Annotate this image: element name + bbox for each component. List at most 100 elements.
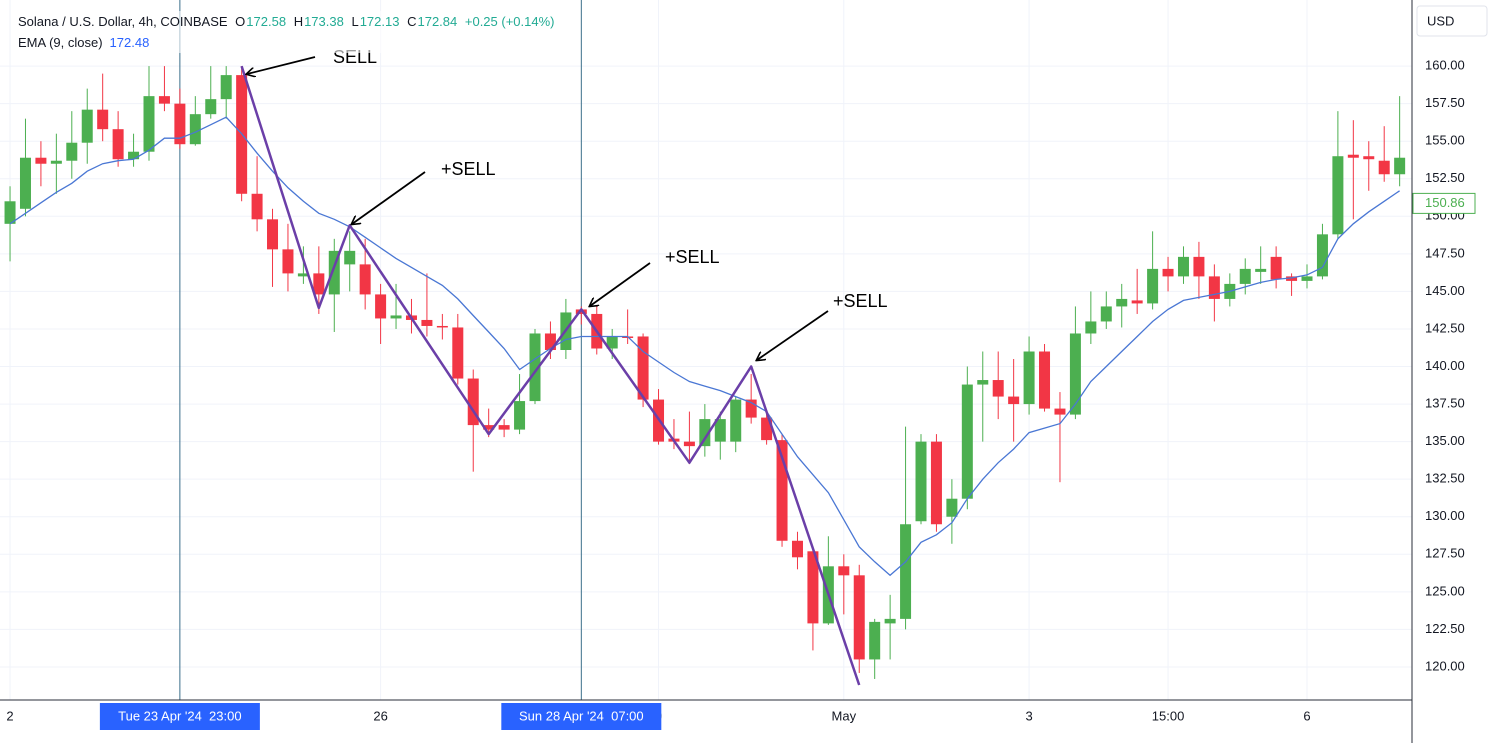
- candle-body: [421, 319, 433, 326]
- candle-body: [1270, 256, 1282, 280]
- candle-body: [884, 618, 896, 624]
- candle-body: [637, 336, 649, 400]
- x-tick-label: 2: [6, 708, 13, 723]
- candle-body: [761, 417, 773, 441]
- candle-body: [1332, 156, 1344, 235]
- candle-body: [390, 315, 402, 319]
- ohlc-value: 173.38: [304, 14, 344, 29]
- candle-body: [575, 309, 587, 314]
- symbol-title: Solana / U.S. Dollar, 4h, COINBASE: [18, 14, 228, 29]
- candle-body: [1255, 268, 1267, 272]
- candle-body: [730, 399, 742, 442]
- candle-body: [344, 250, 356, 265]
- candle-body: [35, 157, 47, 164]
- ohlc-value: 172.13: [359, 14, 400, 29]
- candle-body: [436, 325, 448, 328]
- y-tick-label: 155.00: [1425, 133, 1465, 148]
- candle-body: [807, 551, 819, 624]
- ema-line: [9, 116, 1400, 577]
- x-tick-label: 26: [373, 708, 387, 723]
- y-tick-label: 135.00: [1425, 433, 1465, 448]
- candle-body: [220, 75, 232, 100]
- ohlc-label: O: [235, 14, 246, 29]
- candle-body: [699, 419, 711, 447]
- crosshair-label-box: [99, 703, 260, 730]
- candle-body: [158, 96, 170, 104]
- y-tick-label: 127.50: [1425, 546, 1465, 561]
- annotation-arrow: [352, 171, 426, 224]
- y-tick-label: 122.50: [1425, 621, 1465, 636]
- indicator-value: 172.48: [109, 35, 150, 50]
- candle-body: [977, 380, 989, 385]
- annotation-arrow: [247, 56, 316, 74]
- y-tick-label: 147.50: [1425, 245, 1465, 260]
- candle-body: [467, 378, 479, 426]
- ohlc-label: L: [351, 14, 359, 29]
- candle-body: [1193, 256, 1205, 277]
- candle-body: [1116, 298, 1128, 307]
- candle-body: [1147, 268, 1159, 304]
- candle-body: [375, 294, 387, 319]
- ohlc-row: Solana / U.S. Dollar, 4h, COINBASE O 172.…: [18, 11, 559, 32]
- candle-body: [946, 498, 958, 517]
- y-tick-label: 152.50: [1425, 170, 1465, 185]
- x-tick-label: 3: [1025, 708, 1032, 723]
- candle-body: [483, 425, 495, 430]
- candle-body: [1054, 408, 1066, 415]
- candle-body: [1394, 157, 1406, 175]
- candle-body: [869, 621, 881, 660]
- candle-body: [514, 401, 526, 430]
- candle-body: [606, 336, 618, 349]
- annotation: +SELL: [833, 291, 888, 311]
- candle-body: [1100, 306, 1112, 322]
- candle-body: [143, 96, 155, 152]
- annotation-arrow: [590, 262, 651, 306]
- candle-body: [791, 540, 803, 558]
- ohlc-label: C: [407, 14, 417, 29]
- candle-body: [4, 201, 16, 224]
- y-tick-label: 140.00: [1425, 358, 1465, 373]
- candle-body: [81, 109, 93, 143]
- y-tick-label: 137.50: [1425, 396, 1465, 411]
- candle-body: [838, 566, 850, 576]
- ohlc-value: 172.84: [417, 14, 458, 29]
- x-tick-label: 6: [1303, 708, 1310, 723]
- candle-body: [1208, 276, 1220, 299]
- crosshair-label: Tue 23 Apr '24 23:00: [118, 708, 241, 723]
- candle-body: [498, 425, 510, 430]
- candle-body: [128, 151, 140, 160]
- candle-body: [66, 142, 78, 161]
- currency-box: [1416, 5, 1488, 37]
- candle-body: [544, 333, 556, 350]
- candle-body: [328, 250, 340, 295]
- indicator-row: EMA (9, close) 172.48: [18, 32, 559, 53]
- y-tick-label: 130.00: [1425, 508, 1465, 523]
- candle-body: [1069, 333, 1081, 415]
- candle-body: [112, 129, 124, 160]
- candle-body: [776, 440, 788, 541]
- zigzag-line: [240, 65, 861, 686]
- y-tick-label: 125.00: [1425, 583, 1465, 598]
- annotation-arrow: [757, 310, 829, 360]
- candle-body: [1023, 351, 1035, 405]
- candle-body: [189, 114, 201, 145]
- candle-body: [930, 441, 942, 525]
- candle-body: [313, 273, 325, 295]
- candle-body: [1363, 156, 1375, 160]
- candle-body: [205, 99, 217, 115]
- y-tick-label: 132.50: [1425, 471, 1465, 486]
- last-price-box: [1412, 192, 1476, 214]
- candle-body: [1239, 268, 1251, 284]
- x-tick-label: May: [832, 708, 857, 723]
- candle-body: [714, 419, 726, 442]
- candle-body: [1286, 276, 1298, 281]
- candle-body: [251, 193, 263, 220]
- candle-body: [19, 157, 31, 209]
- annotation: +SELL: [441, 159, 496, 179]
- candle-body: [1177, 256, 1189, 277]
- indicator-label: EMA (9, close): [18, 35, 103, 50]
- candle-body: [1039, 351, 1051, 409]
- candle-body: [1131, 300, 1143, 304]
